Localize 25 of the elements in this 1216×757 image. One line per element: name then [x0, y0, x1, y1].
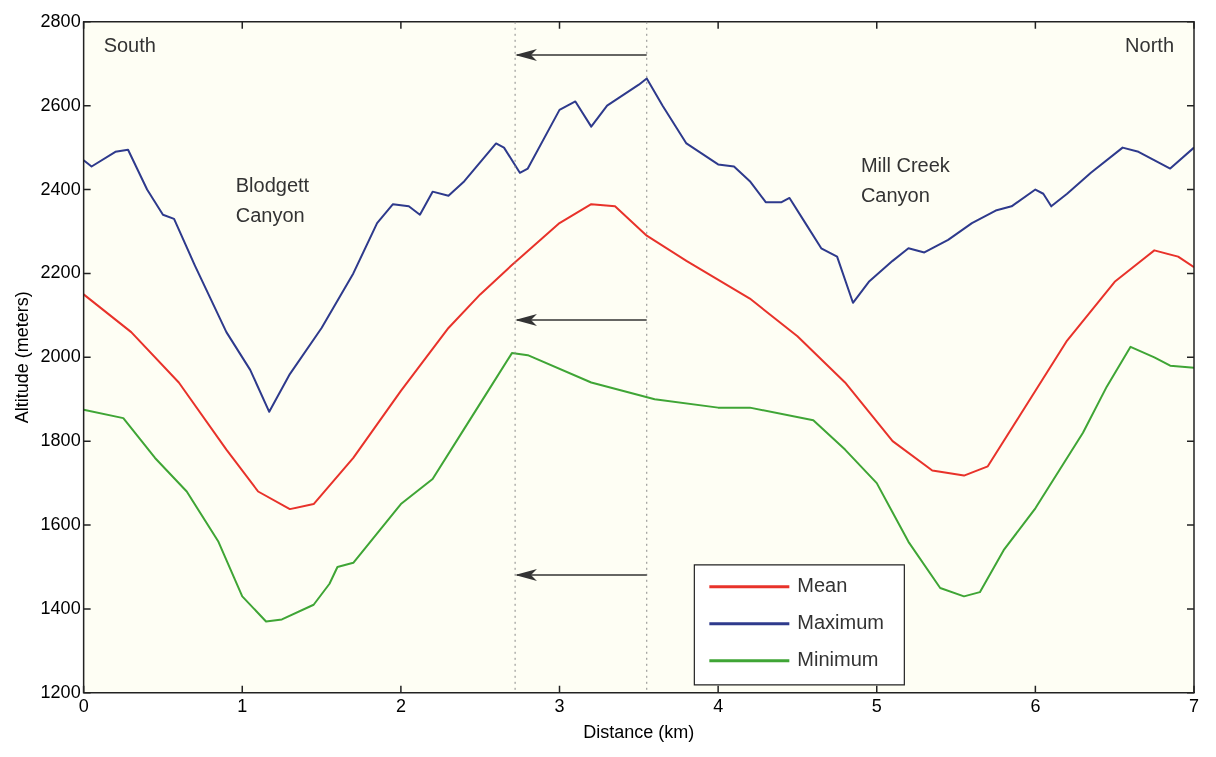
- annotation: North: [1125, 34, 1174, 57]
- annotation: South: [103, 34, 156, 57]
- y-tick-label: 1600: [40, 514, 81, 535]
- legend-label: Maximum: [797, 611, 885, 634]
- y-tick-label: 2600: [40, 94, 81, 115]
- annotation: Mill Creek Canyon: [860, 153, 951, 206]
- y-tick-label: 1200: [40, 681, 81, 702]
- y-tick-label: 1400: [40, 597, 81, 618]
- y-tick-label: 2000: [40, 346, 81, 367]
- y-axis-title: Altitude (meters): [11, 291, 32, 424]
- x-tick-label: 7: [1188, 695, 1200, 716]
- annotation: Blodgett Canyon: [235, 173, 310, 226]
- x-axis-title: Distance (km): [583, 722, 695, 743]
- x-tick-label: 3: [554, 695, 565, 716]
- x-tick-label: 4: [713, 695, 724, 716]
- legend-label: Mean: [797, 574, 848, 597]
- y-tick-label: 1800: [40, 430, 81, 451]
- x-tick-label: 1: [237, 695, 248, 716]
- legend-label: Minimum: [797, 648, 879, 671]
- x-tick-label: 5: [871, 695, 882, 716]
- y-tick-label: 2800: [40, 10, 81, 31]
- x-tick-label: 6: [1030, 695, 1041, 716]
- x-tick-label: 2: [395, 695, 406, 716]
- y-tick-label: 2200: [40, 262, 81, 283]
- y-tick-label: 2400: [40, 178, 81, 199]
